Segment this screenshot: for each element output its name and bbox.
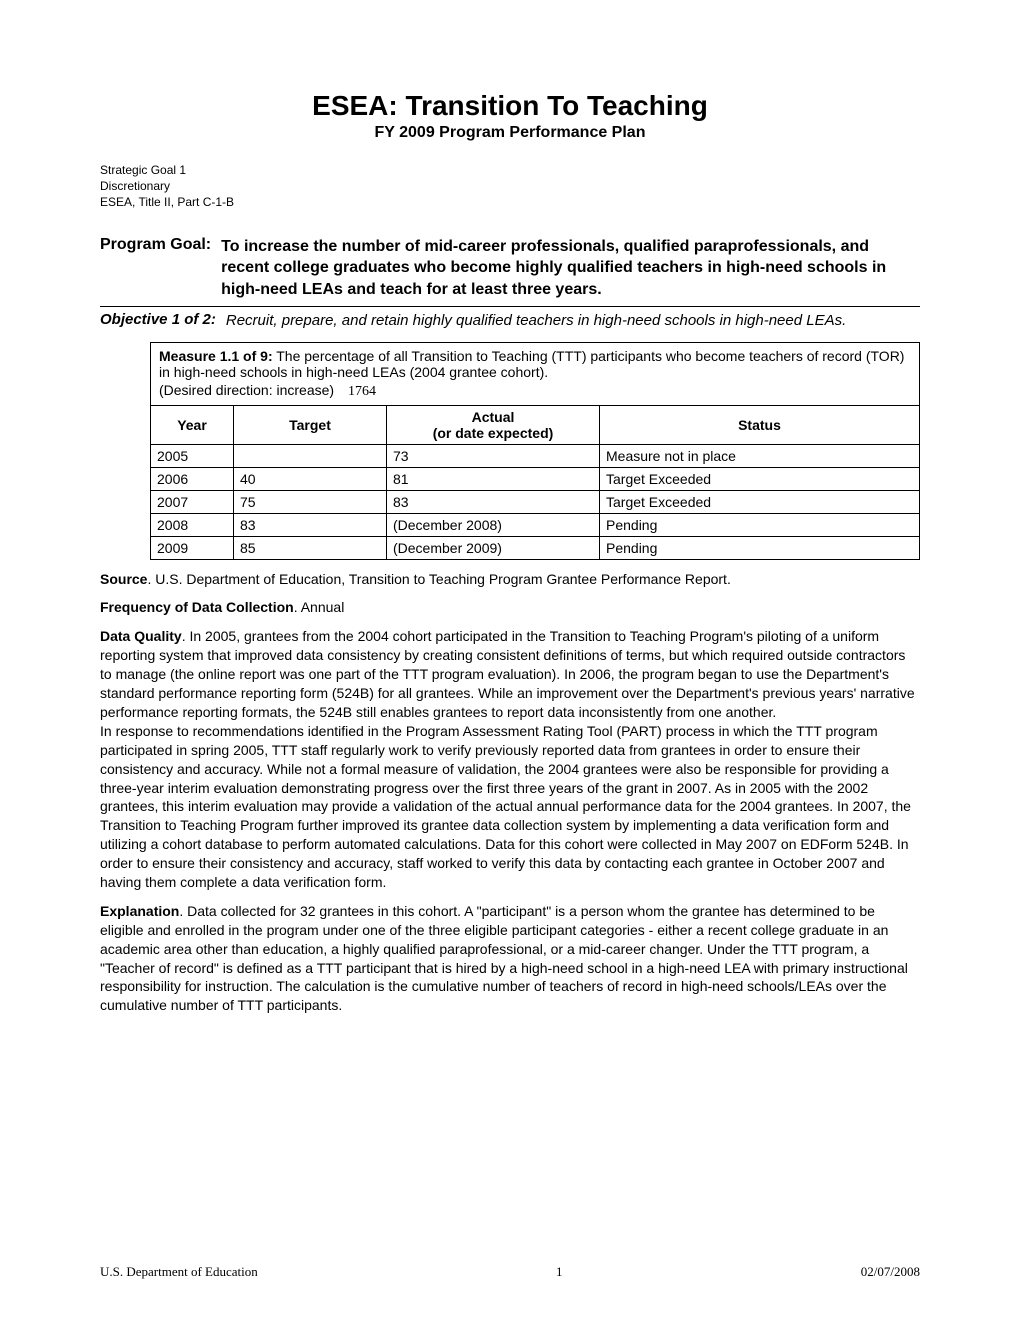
footer-page-number: 1 [556,1264,563,1280]
page-title: ESEA: Transition To Teaching [100,90,920,122]
col-target-header: Target [234,405,387,444]
frequency-text: . Annual [294,599,345,615]
meta-line: ESEA, Title II, Part C-1-B [100,194,920,210]
col-year-header: Year [151,405,234,444]
column-header-row: Year Target Actual (or date expected) St… [151,405,920,444]
page-subtitle: FY 2009 Program Performance Plan [100,124,920,142]
meta-line: Discretionary [100,178,920,194]
table-row: 2009 85 (December 2009) Pending [151,536,920,559]
col-status-header: Status [600,405,920,444]
measure-header-row: Measure 1.1 of 9: The percentage of all … [151,342,920,405]
program-goal-label: Program Goal: [100,236,221,254]
table-row: 2005 73 Measure not in place [151,444,920,467]
cell-status: Pending [600,536,920,559]
table-row: 2008 83 (December 2008) Pending [151,513,920,536]
measure-title-label: Measure 1.1 of 9: [159,348,273,364]
frequency-paragraph: Frequency of Data Collection. Annual [100,598,920,617]
measure-desired: (Desired direction: increase) [159,382,334,398]
col-actual-l2: (or date expected) [393,425,593,441]
source-paragraph: Source. U.S. Department of Education, Tr… [100,570,920,589]
page-footer: U.S. Department of Education 1 02/07/200… [100,1264,920,1280]
footer-left: U.S. Department of Education [100,1264,258,1280]
meta-block: Strategic Goal 1 Discretionary ESEA, Tit… [100,162,920,211]
objective-row: Objective 1 of 2: Recruit, prepare, and … [100,306,920,331]
explanation-label: Explanation [100,903,179,919]
cell-actual: 81 [387,467,600,490]
col-actual-l1: Actual [393,409,593,425]
footer-date: 02/07/2008 [861,1264,920,1280]
cell-target: 75 [234,490,387,513]
data-quality-paragraph-2: In response to recommendations identifie… [100,722,920,892]
measure-table: Measure 1.1 of 9: The percentage of all … [150,342,920,560]
cell-actual: (December 2008) [387,513,600,536]
measure-code: 1764 [348,384,376,399]
body-text: Source. U.S. Department of Education, Tr… [100,570,920,1016]
cell-status: Pending [600,513,920,536]
cell-year: 2006 [151,467,234,490]
data-quality-paragraph-1: Data Quality. In 2005, grantees from the… [100,627,920,721]
source-text: . U.S. Department of Education, Transiti… [147,571,730,587]
cell-actual: (December 2009) [387,536,600,559]
cell-status: Target Exceeded [600,490,920,513]
document-page: ESEA: Transition To Teaching FY 2009 Pro… [0,0,1020,1320]
data-quality-text-1: . In 2005, grantees from the 2004 cohort… [100,628,915,720]
objective-text: Recruit, prepare, and retain highly qual… [226,311,846,331]
cell-target [234,444,387,467]
measure-header-cell: Measure 1.1 of 9: The percentage of all … [151,342,920,405]
cell-target: 40 [234,467,387,490]
cell-year: 2007 [151,490,234,513]
table-row: 2006 40 81 Target Exceeded [151,467,920,490]
cell-actual: 83 [387,490,600,513]
meta-line: Strategic Goal 1 [100,162,920,178]
col-actual-header: Actual (or date expected) [387,405,600,444]
cell-actual: 73 [387,444,600,467]
cell-year: 2005 [151,444,234,467]
cell-year: 2009 [151,536,234,559]
cell-status: Target Exceeded [600,467,920,490]
cell-year: 2008 [151,513,234,536]
program-goal-row: Program Goal: To increase the number of … [100,236,920,301]
cell-target: 83 [234,513,387,536]
source-label: Source [100,571,147,587]
table-row: 2007 75 83 Target Exceeded [151,490,920,513]
cell-status: Measure not in place [600,444,920,467]
program-goal-text: To increase the number of mid-career pro… [221,236,920,301]
explanation-paragraph: Explanation. Data collected for 32 grant… [100,902,920,1015]
objective-label: Objective 1 of 2: [100,311,226,328]
frequency-label: Frequency of Data Collection [100,599,294,615]
explanation-text: . Data collected for 32 grantees in this… [100,903,908,1013]
cell-target: 85 [234,536,387,559]
data-quality-label: Data Quality [100,628,182,644]
